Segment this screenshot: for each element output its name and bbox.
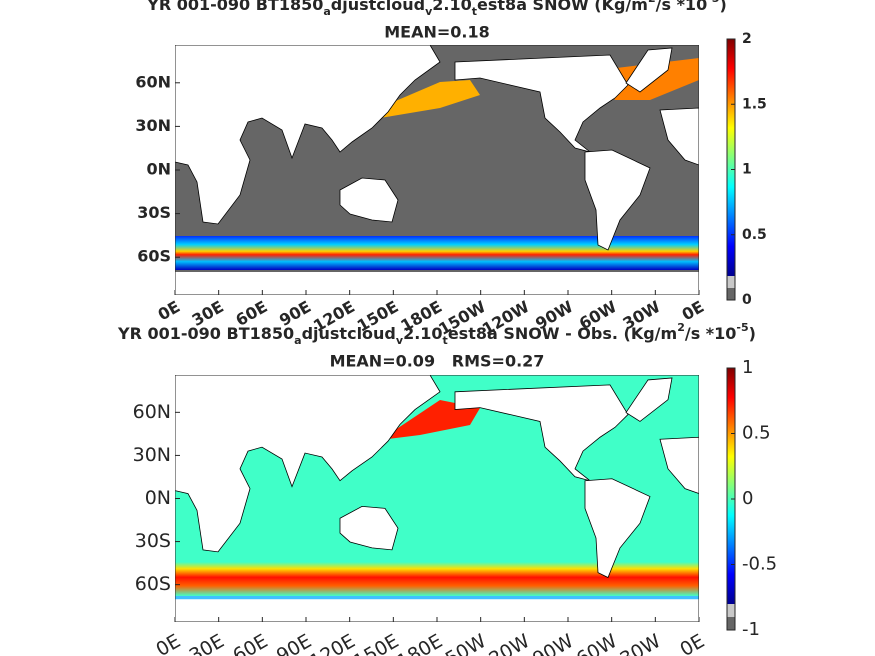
colorbar-missing bbox=[727, 617, 735, 630]
lon-tick-label: 60W bbox=[573, 630, 621, 656]
colorbar-tick-label: 0.5 bbox=[742, 423, 771, 444]
title-part: v bbox=[396, 334, 404, 347]
title-part: t bbox=[472, 5, 477, 18]
map-field bbox=[175, 375, 699, 622]
lat-tick-label: 0N bbox=[146, 160, 171, 179]
title-part: 2.10 bbox=[403, 324, 442, 343]
colorbar-tick-label: 1.5 bbox=[742, 96, 767, 112]
lat-tick-label: 30N bbox=[135, 116, 171, 135]
lat-tick-label: 0N bbox=[145, 487, 171, 509]
colorbar bbox=[727, 368, 735, 604]
colorbar-tick-label: 0 bbox=[742, 292, 752, 308]
lon-tick-label: 60E bbox=[229, 630, 271, 656]
colorbar-undershoot bbox=[727, 276, 735, 288]
title-part: ) bbox=[749, 324, 756, 343]
colorbar-tick-label: 0 bbox=[742, 488, 753, 509]
colorbar-missing bbox=[727, 288, 735, 300]
lat-tick-label: 30N bbox=[133, 444, 171, 466]
title-part: djustcloud bbox=[331, 0, 425, 14]
colorbar-tick-label: 1 bbox=[742, 357, 753, 378]
lon-tick-label: 30W bbox=[616, 630, 664, 656]
lon-tick-label: 0E bbox=[676, 630, 708, 656]
title-part: a bbox=[294, 334, 301, 347]
lat-tick-label: 60S bbox=[137, 247, 171, 266]
title-part: est8a SNOW - Obs. (Kg/m bbox=[448, 324, 677, 343]
colorbar-tick-label: 0.5 bbox=[742, 227, 767, 243]
colorbar-undershoot bbox=[727, 604, 735, 617]
panel-stats: MEAN=0.18 bbox=[384, 23, 490, 42]
colorbar bbox=[727, 39, 735, 276]
panel-title: YR 001-090 BT1850adjustcloudv2.10test8a … bbox=[117, 321, 756, 347]
panel-stats: MEAN=0.09 RMS=0.27 bbox=[330, 352, 545, 371]
lon-tick-label: 0E bbox=[152, 630, 184, 656]
title-part: -5 bbox=[707, 0, 719, 5]
lat-tick-label: 60N bbox=[133, 401, 171, 423]
title-part: YR 001-090 BT1850 bbox=[117, 324, 294, 343]
lat-tick-label: 30S bbox=[137, 203, 171, 222]
panel-title: YR 001-090 BT1850adjustcloudv2.10test8a … bbox=[146, 0, 727, 18]
title-part: 2.10 bbox=[432, 0, 471, 14]
title-part: YR 001-090 BT1850 bbox=[146, 0, 323, 14]
title-part: 2 bbox=[677, 321, 685, 334]
lon-tick-label: 120E bbox=[306, 630, 359, 656]
lon-tick-label: 150E bbox=[350, 630, 403, 656]
lat-tick-label: 60S bbox=[135, 573, 171, 595]
lon-tick-label: 180E bbox=[393, 630, 446, 656]
lon-tick-label: 0E bbox=[155, 297, 184, 324]
colorbar-tick-label: 1 bbox=[742, 162, 752, 178]
title-part: ) bbox=[719, 0, 726, 14]
colorbar-tick-label: -0.5 bbox=[742, 554, 777, 575]
title-part: /s *10 bbox=[685, 324, 737, 343]
lat-tick-label: 30S bbox=[135, 530, 171, 552]
lat-tick-label: 60N bbox=[135, 72, 171, 91]
lon-tick-label: 90W bbox=[529, 630, 577, 656]
map-field bbox=[175, 45, 699, 295]
colorbar-tick-label: 2 bbox=[742, 31, 752, 47]
colorbar-tick-label: -1 bbox=[742, 619, 760, 640]
title-part: a bbox=[323, 5, 330, 18]
title-part: /s *10 bbox=[656, 0, 708, 14]
title-part: djustcloud bbox=[302, 324, 396, 343]
title-part: est8a SNOW (Kg/m bbox=[477, 0, 648, 14]
lon-tick-label: 30E bbox=[186, 630, 228, 656]
title-part: -5 bbox=[736, 321, 748, 334]
title-part: 2 bbox=[648, 0, 656, 5]
title-part: v bbox=[425, 5, 433, 18]
title-part: t bbox=[443, 334, 448, 347]
